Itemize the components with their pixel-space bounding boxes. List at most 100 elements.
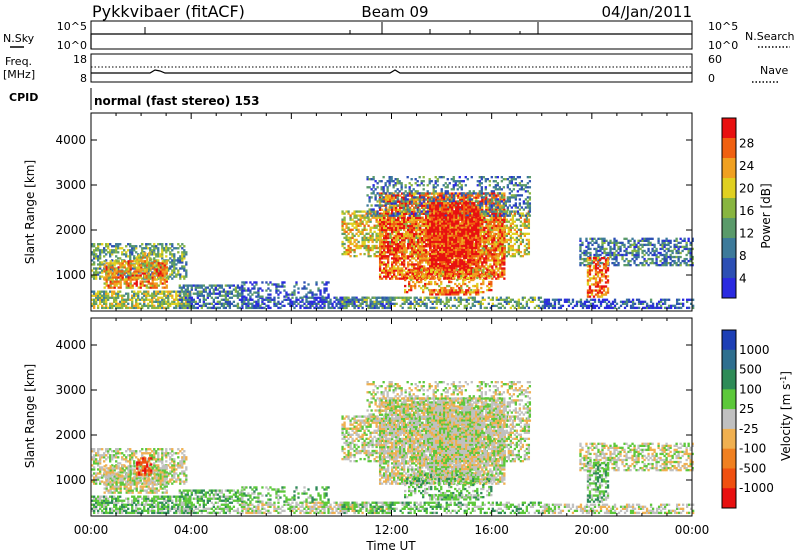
power-cell — [495, 220, 498, 223]
power-cell — [419, 239, 422, 242]
power-cell — [347, 240, 350, 244]
power-cell — [297, 298, 300, 301]
power-cell — [477, 259, 480, 262]
power-cell — [212, 306, 216, 310]
power-cell — [222, 288, 226, 291]
power-cell — [347, 246, 350, 250]
power-cell — [103, 286, 106, 289]
power-cell — [477, 300, 480, 303]
power-cell — [517, 306, 521, 310]
power-cell — [475, 275, 478, 278]
power-cell — [146, 256, 149, 259]
power-cell — [390, 232, 394, 236]
power-cell — [491, 224, 494, 227]
power-cell — [435, 198, 438, 201]
power-cell — [413, 251, 416, 254]
power-cell — [473, 298, 476, 301]
power-cell — [375, 300, 378, 303]
power-cell — [185, 253, 188, 256]
power-cell — [177, 257, 180, 260]
power-cell — [405, 300, 408, 303]
power-cell — [265, 304, 268, 308]
power-cell — [423, 224, 426, 228]
power-cell — [425, 273, 428, 276]
power-cell — [226, 300, 230, 303]
power-cell — [105, 278, 108, 281]
power-cell — [489, 238, 492, 242]
power-cell — [129, 257, 132, 260]
power-cell — [409, 253, 412, 256]
power-cell — [202, 290, 205, 293]
power-cell — [417, 228, 420, 232]
power-cell — [345, 230, 348, 233]
power-cell — [401, 224, 404, 228]
power-cell — [411, 253, 414, 256]
power-cell — [384, 236, 388, 240]
power-cell — [513, 252, 517, 256]
power-cell — [107, 294, 110, 297]
power-cell — [399, 202, 402, 205]
power-cell — [457, 194, 460, 197]
power-cell — [449, 261, 452, 264]
power-cell — [519, 250, 523, 254]
power-cell — [503, 300, 506, 303]
power-cell — [407, 302, 410, 305]
power-cell — [499, 226, 502, 229]
power-cell — [367, 250, 370, 254]
power-cell — [159, 282, 162, 285]
power-cell — [495, 254, 498, 258]
power-cell — [313, 298, 316, 301]
power-cell — [265, 281, 268, 284]
power-cell — [109, 272, 112, 275]
power-cell — [226, 290, 230, 293]
power-cell — [451, 267, 454, 270]
power-cell — [355, 238, 358, 242]
power-cell — [425, 216, 428, 220]
power-cell — [105, 300, 108, 303]
power-cell — [382, 271, 386, 274]
power-cell — [467, 224, 470, 228]
power-cell — [365, 216, 368, 219]
power-cell — [147, 274, 150, 277]
power-cell — [123, 266, 126, 269]
power-cell — [224, 292, 228, 295]
power-cell — [121, 304, 124, 308]
power-cell — [113, 304, 116, 308]
power-cell — [323, 300, 326, 303]
power-cell — [384, 222, 388, 226]
power-cell — [477, 192, 480, 195]
power-cell — [378, 241, 382, 244]
power-cell — [463, 304, 466, 308]
power-cell — [341, 296, 344, 299]
power-cell — [109, 304, 112, 308]
power-cell — [345, 306, 348, 310]
power-cell — [109, 264, 112, 267]
power-cell — [519, 230, 523, 233]
power-cell — [471, 212, 474, 215]
power-cell — [99, 251, 102, 254]
power-cell — [390, 230, 394, 234]
power-cell — [427, 228, 430, 232]
power-cell — [183, 290, 186, 293]
power-cell — [429, 216, 432, 220]
power-cell — [485, 252, 488, 256]
power-cell — [421, 265, 424, 268]
power-cell — [525, 216, 529, 219]
power-cell — [186, 302, 189, 305]
power-cell — [393, 216, 396, 220]
power-cell — [521, 240, 525, 244]
power-cell — [401, 222, 404, 226]
power-cell — [399, 208, 402, 211]
power-cell — [117, 260, 120, 263]
power-cell — [109, 278, 112, 281]
power-cell — [146, 258, 149, 261]
power-cell — [347, 244, 350, 248]
power-cell — [401, 267, 404, 270]
power-cell — [378, 273, 382, 276]
power-cell — [269, 293, 272, 296]
power-cell — [200, 292, 203, 295]
power-cell — [236, 286, 240, 289]
power-cell — [283, 281, 286, 284]
power-cell — [214, 296, 218, 299]
power-cell — [435, 306, 438, 310]
